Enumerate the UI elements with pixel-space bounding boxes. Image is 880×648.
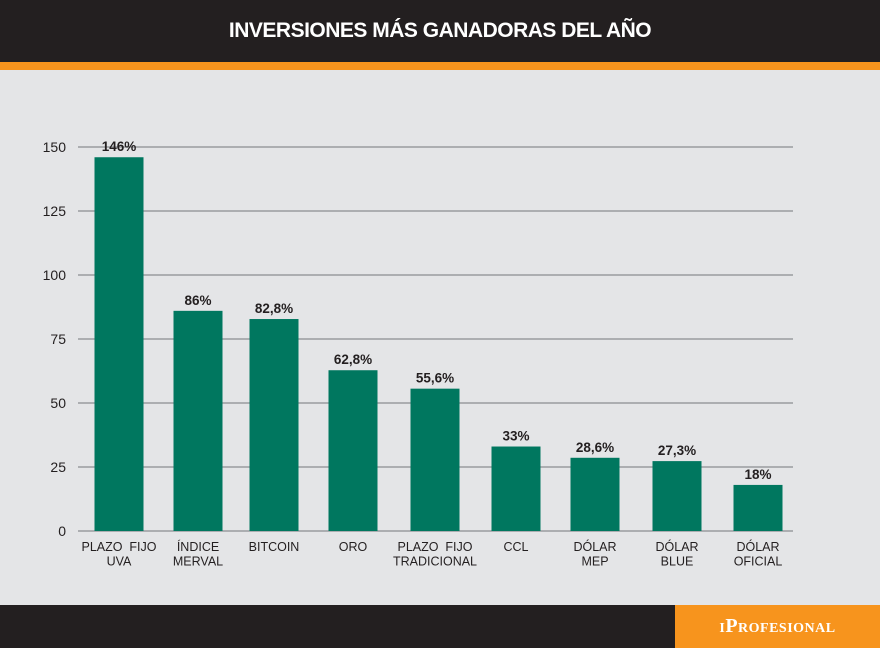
bar (491, 446, 541, 531)
bar (570, 457, 620, 531)
data-label: 86% (184, 293, 211, 308)
footer-bar: iProfesional (0, 605, 880, 648)
logo-text: iProfesional (719, 615, 836, 637)
data-label: 55,6% (416, 371, 454, 386)
data-label: 27,3% (658, 443, 696, 458)
y-tick-label: 25 (50, 459, 66, 475)
x-tick-label: BLUE (661, 555, 694, 569)
bar (328, 370, 378, 531)
bar (173, 310, 223, 531)
data-label: 146% (102, 139, 137, 154)
bar (733, 484, 783, 531)
x-tick-label: MEP (581, 555, 608, 569)
bar (652, 461, 702, 531)
brand-logo: iProfesional (675, 605, 880, 648)
bar (410, 388, 460, 531)
x-tick-label: ÍNDICE (177, 539, 219, 554)
y-tick-label: 0 (58, 523, 66, 539)
accent-stripe (0, 62, 880, 70)
x-tick-label: ORO (339, 540, 368, 554)
data-label: 33% (502, 429, 529, 444)
x-tick-label: MERVAL (173, 555, 223, 569)
bars (94, 157, 783, 531)
bar-chart: 0 25 50 75 100 125 150 146% 86% 82,8% 62,8% 55,6% 3… (43, 139, 793, 569)
x-tick-label: TRADICIONAL (393, 555, 477, 569)
data-label: 82,8% (255, 301, 293, 316)
x-tick-label: OFICIAL (734, 555, 783, 569)
y-tick-label: 150 (43, 139, 67, 155)
y-tick-label: 75 (50, 331, 66, 347)
y-tick-label: 50 (50, 395, 66, 411)
x-tick-label: PLAZO FIJO (397, 540, 472, 554)
data-label: 62,8% (334, 352, 372, 367)
bar (249, 319, 299, 531)
y-tick-label: 100 (43, 267, 67, 283)
bar (94, 157, 144, 531)
x-tick-label: DÓLAR (573, 539, 616, 554)
x-tick-label: CCL (503, 540, 528, 554)
chart-title: INVERSIONES MÁS GANADORAS DEL AÑO (228, 19, 652, 42)
x-tick-label: BITCOIN (249, 540, 300, 554)
data-label: 18% (744, 467, 771, 482)
y-axis-ticks: 0 25 50 75 100 125 150 (43, 139, 67, 539)
x-tick-label: UVA (107, 555, 132, 569)
data-labels: 146% 86% 82,8% 62,8% 55,6% 33% 28,6% 27,3% 18% (102, 139, 772, 482)
x-tick-label: DÓLAR (736, 539, 779, 554)
data-label: 28,6% (576, 440, 614, 455)
y-tick-label: 125 (43, 203, 67, 219)
x-tick-label: PLAZO FIJO (81, 540, 156, 554)
header-bar: INVERSIONES MÁS GANADORAS DEL AÑO (0, 0, 880, 62)
x-tick-label: DÓLAR (655, 539, 698, 554)
